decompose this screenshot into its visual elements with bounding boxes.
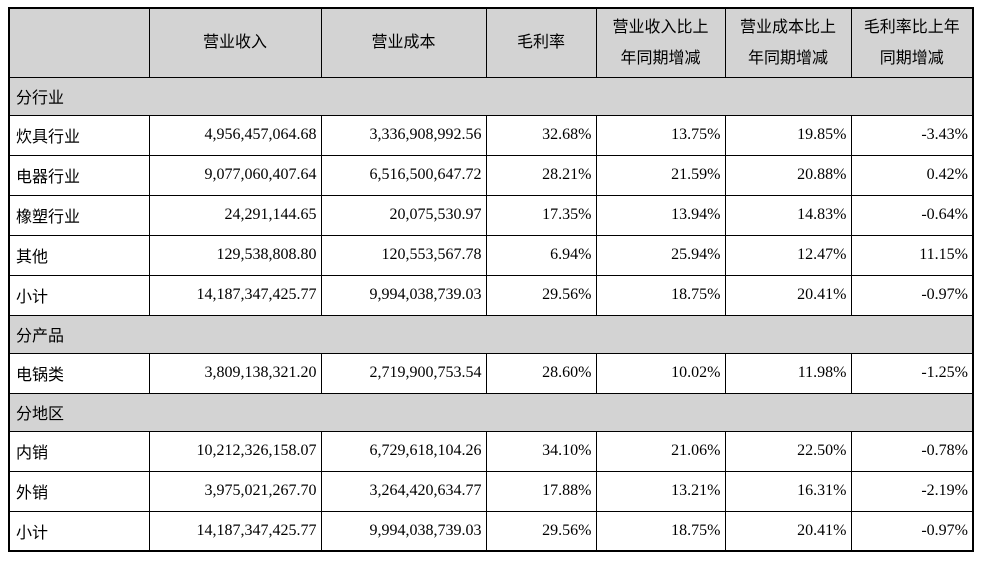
margin-yoy-cell: 11.15% [850, 234, 974, 276]
header-cell-margin-yoy: 毛利率比上年 同期增减 [850, 7, 974, 78]
table-header: 营业收入 营业成本 毛利率 营业收入比上 年同期增减 营业成本比上 年同期增减 … [8, 7, 974, 78]
header-cell-revenue: 营业收入 [148, 7, 322, 78]
revenue-cell: 24,291,144.65 [148, 194, 322, 236]
cost-cell: 20,075,530.97 [320, 194, 487, 236]
table-row: 小计 14,187,347,425.77 9,994,038,739.03 29.56… [8, 274, 974, 316]
cost-yoy-cell: 11.98% [724, 352, 852, 394]
table-row: 橡塑行业 24,291,144.65 20,075,530.97 17.35% 13.9… [8, 194, 974, 236]
revenue-cell: 14,187,347,425.77 [148, 274, 322, 316]
row-label-cell: 橡塑行业 [8, 194, 150, 236]
row-label-cell: 小计 [8, 510, 150, 552]
cost-yoy-cell: 14.83% [724, 194, 852, 236]
header-cell-revenue-yoy: 营业收入比上 年同期增减 [595, 7, 726, 78]
revenue-cell: 3,975,021,267.70 [148, 470, 322, 512]
gross-margin-cell: 29.56% [485, 274, 597, 316]
section-header-cell: 分地区 [8, 392, 974, 432]
cost-cell: 9,994,038,739.03 [320, 274, 487, 316]
financial-segment-report-page: 营业收入 营业成本 毛利率 营业收入比上 年同期增减 营业成本比上 年同期增减 … [8, 7, 974, 552]
revenue-yoy-cell: 18.75% [595, 510, 726, 552]
margin-yoy-cell: -0.97% [850, 510, 974, 552]
gross-margin-cell: 28.60% [485, 352, 597, 394]
cost-yoy-cell: 20.88% [724, 154, 852, 196]
cost-cell: 6,516,500,647.72 [320, 154, 487, 196]
revenue-cell: 129,538,808.80 [148, 234, 322, 276]
margin-yoy-cell: -3.43% [850, 114, 974, 156]
margin-yoy-cell: -1.25% [850, 352, 974, 394]
table-row: 内销 10,212,326,158.07 6,729,618,104.26 34.10… [8, 430, 974, 472]
section-header-row: 分行业 [8, 76, 974, 116]
cost-cell: 6,729,618,104.26 [320, 430, 487, 472]
revenue-yoy-cell: 21.06% [595, 430, 726, 472]
cost-yoy-cell: 12.47% [724, 234, 852, 276]
row-label-cell: 炊具行业 [8, 114, 150, 156]
row-label-cell: 电器行业 [8, 154, 150, 196]
cost-yoy-cell: 19.85% [724, 114, 852, 156]
row-label-cell: 小计 [8, 274, 150, 316]
gross-margin-cell: 34.10% [485, 430, 597, 472]
cost-cell: 3,336,908,992.56 [320, 114, 487, 156]
table-row: 电器行业 9,077,060,407.64 6,516,500,647.72 28.2… [8, 154, 974, 196]
margin-yoy-cell: -0.64% [850, 194, 974, 236]
revenue-cell: 4,956,457,064.68 [148, 114, 322, 156]
section-header-row: 分产品 [8, 314, 974, 354]
section-header-cell: 分产品 [8, 314, 974, 354]
revenue-yoy-cell: 13.75% [595, 114, 726, 156]
header-cell-row-label [8, 7, 150, 78]
revenue-yoy-cell: 13.94% [595, 194, 726, 236]
cost-cell: 2,719,900,753.54 [320, 352, 487, 394]
segment-results-table: 营业收入 营业成本 毛利率 营业收入比上 年同期增减 营业成本比上 年同期增减 … [8, 7, 974, 552]
gross-margin-cell: 17.88% [485, 470, 597, 512]
cost-yoy-cell: 20.41% [724, 274, 852, 316]
header-cell-gross-margin: 毛利率 [485, 7, 597, 78]
table-row: 炊具行业 4,956,457,064.68 3,336,908,992.56 32.6… [8, 114, 974, 156]
revenue-yoy-cell: 21.59% [595, 154, 726, 196]
revenue-cell: 9,077,060,407.64 [148, 154, 322, 196]
cost-yoy-cell: 22.50% [724, 430, 852, 472]
gross-margin-cell: 29.56% [485, 510, 597, 552]
table-row: 小计 14,187,347,425.77 9,994,038,739.03 29.56… [8, 510, 974, 552]
cost-cell: 3,264,420,634.77 [320, 470, 487, 512]
revenue-cell: 10,212,326,158.07 [148, 430, 322, 472]
revenue-yoy-cell: 10.02% [595, 352, 726, 394]
cost-yoy-cell: 20.41% [724, 510, 852, 552]
row-label-cell: 其他 [8, 234, 150, 276]
margin-yoy-cell: -0.97% [850, 274, 974, 316]
header-row: 营业收入 营业成本 毛利率 营业收入比上 年同期增减 营业成本比上 年同期增减 … [8, 7, 974, 78]
margin-yoy-cell: -0.78% [850, 430, 974, 472]
cost-cell: 120,553,567.78 [320, 234, 487, 276]
row-label-cell: 内销 [8, 430, 150, 472]
revenue-yoy-cell: 25.94% [595, 234, 726, 276]
table-body: 分行业 炊具行业 4,956,457,064.68 3,336,908,992.56 3… [8, 76, 974, 552]
header-cell-cost: 营业成本 [320, 7, 487, 78]
row-label-cell: 外销 [8, 470, 150, 512]
revenue-cell: 3,809,138,321.20 [148, 352, 322, 394]
section-header-row: 分地区 [8, 392, 974, 432]
table-row: 电锅类 3,809,138,321.20 2,719,900,753.54 28.60… [8, 352, 974, 394]
table-row: 其他 129,538,808.80 120,553,567.78 6.94% 25.94… [8, 234, 974, 276]
table-row: 外销 3,975,021,267.70 3,264,420,634.77 17.88%… [8, 470, 974, 512]
cost-cell: 9,994,038,739.03 [320, 510, 487, 552]
gross-margin-cell: 32.68% [485, 114, 597, 156]
revenue-cell: 14,187,347,425.77 [148, 510, 322, 552]
gross-margin-cell: 17.35% [485, 194, 597, 236]
header-cell-cost-yoy: 营业成本比上 年同期增减 [724, 7, 852, 78]
row-label-cell: 电锅类 [8, 352, 150, 394]
revenue-yoy-cell: 13.21% [595, 470, 726, 512]
gross-margin-cell: 6.94% [485, 234, 597, 276]
section-header-cell: 分行业 [8, 76, 974, 116]
revenue-yoy-cell: 18.75% [595, 274, 726, 316]
cost-yoy-cell: 16.31% [724, 470, 852, 512]
margin-yoy-cell: 0.42% [850, 154, 974, 196]
gross-margin-cell: 28.21% [485, 154, 597, 196]
margin-yoy-cell: -2.19% [850, 470, 974, 512]
